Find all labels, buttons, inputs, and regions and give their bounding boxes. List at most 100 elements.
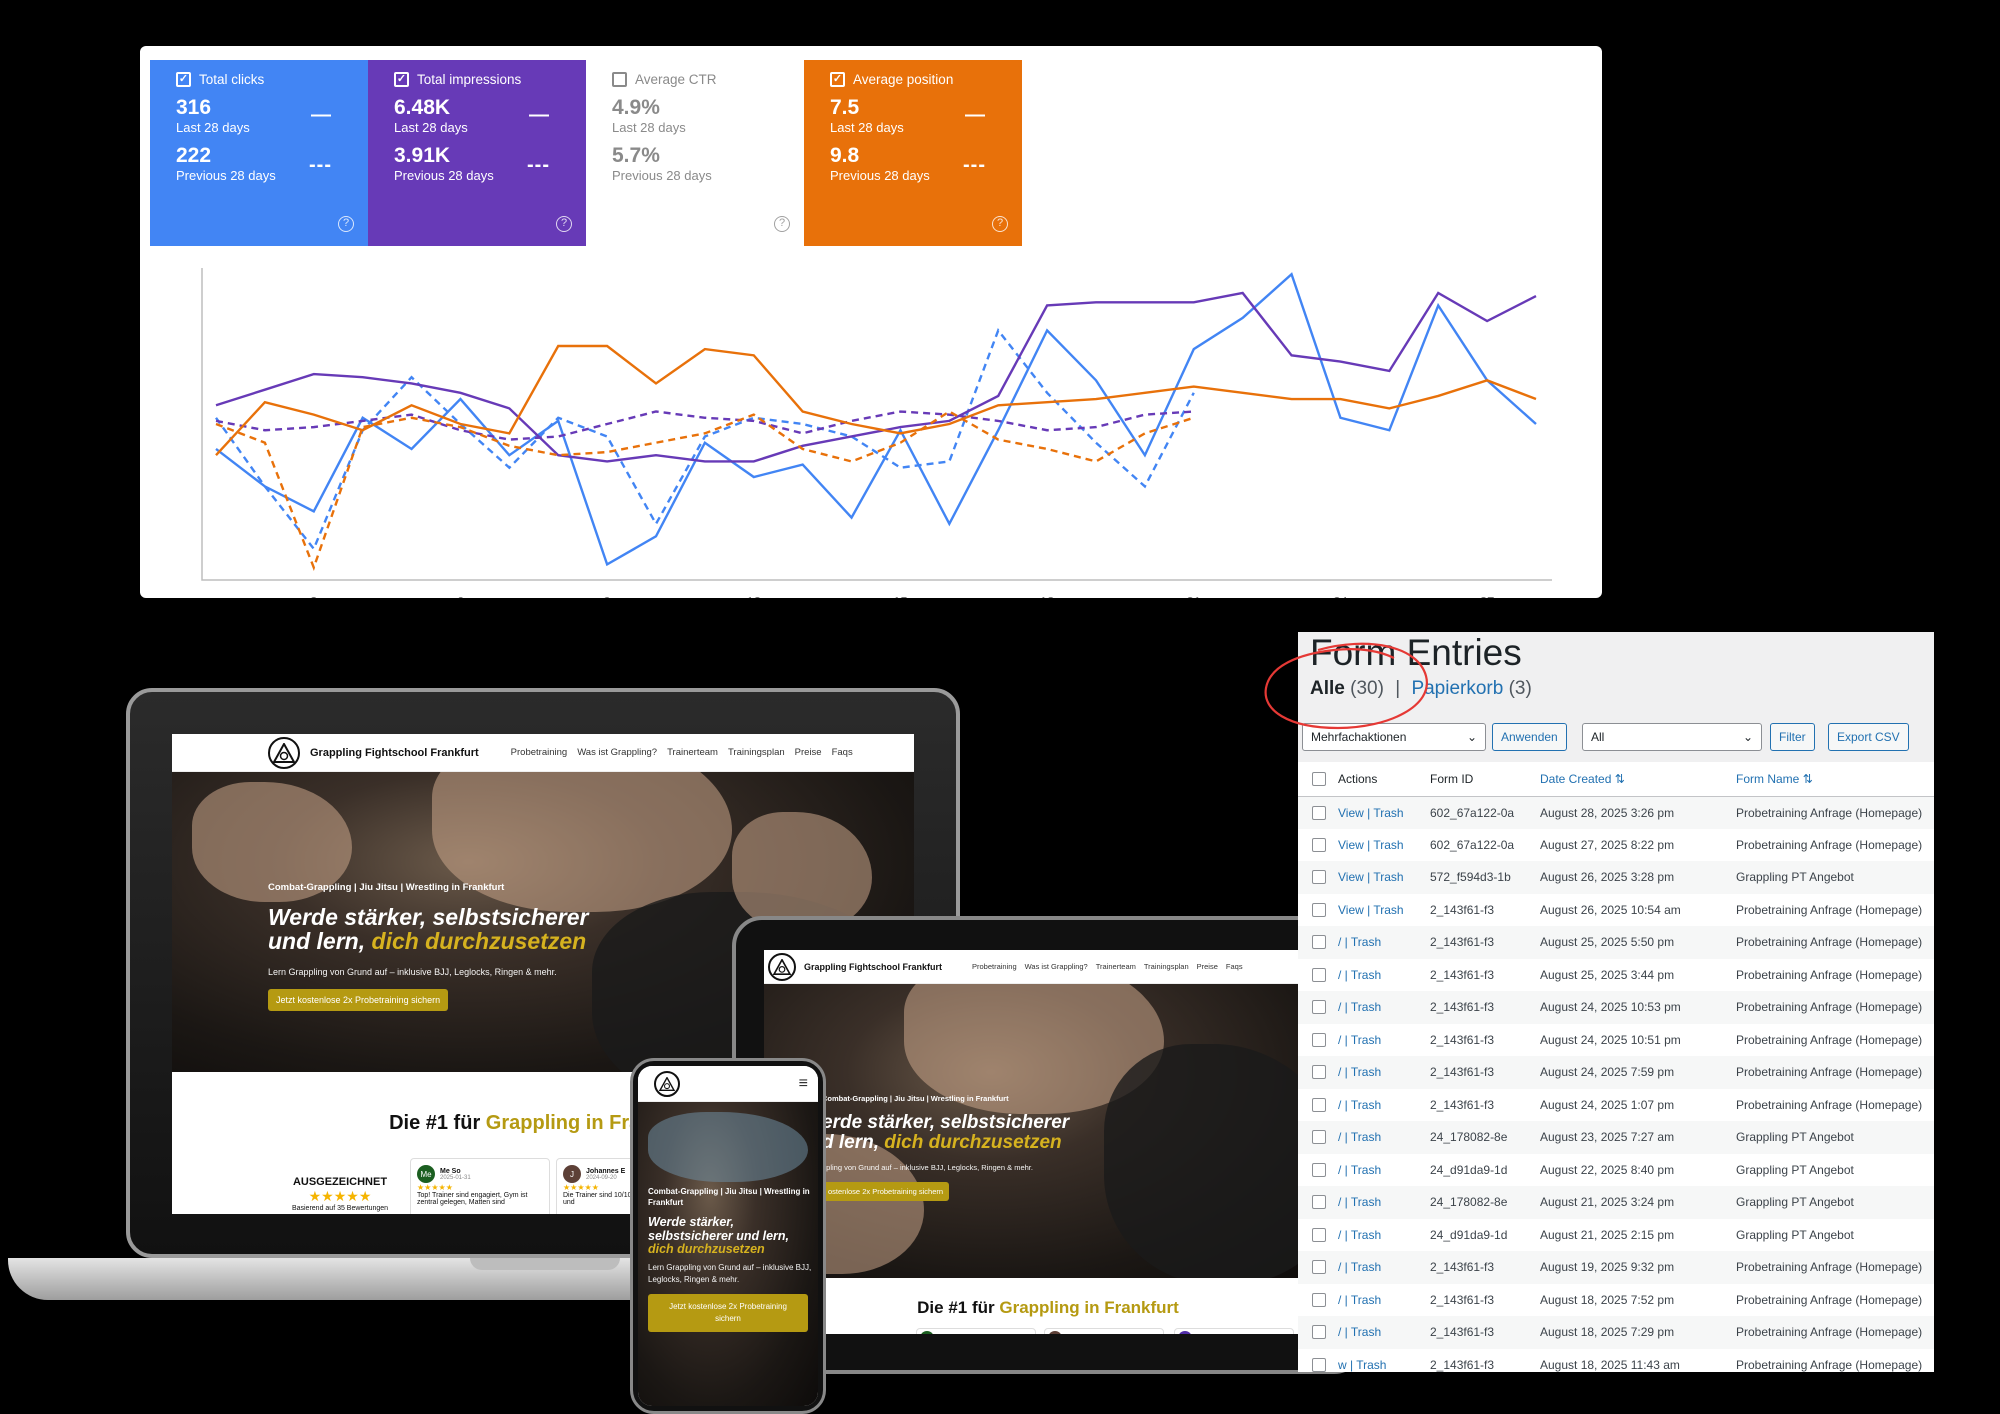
nav-link[interactable]: Trainingsplan [727, 747, 785, 758]
checkbox-checked-icon[interactable]: ✓ [830, 72, 845, 87]
form-id-cell: 2_143f61-f3 [1430, 1316, 1540, 1349]
help-icon[interactable]: ? [774, 216, 790, 232]
row-actions-links[interactable]: View | Trash [1338, 837, 1404, 852]
date-created-cell: August 24, 2025 1:07 pm [1540, 1097, 1675, 1112]
row-actions-links[interactable]: / | Trash [1338, 1097, 1382, 1112]
review-card[interactable]: J Johannes E [1044, 1328, 1164, 1334]
site-logo-icon[interactable] [654, 1070, 680, 1097]
page-title: Form Entries [1310, 632, 1522, 673]
metric-card-average-ctr[interactable]: Average CTR 4.9% Last 28 days 5.7% Previ… [586, 60, 804, 246]
row-actions-links[interactable]: / | Trash [1338, 967, 1382, 982]
row-checkbox[interactable] [1312, 1195, 1326, 1210]
row-checkbox[interactable] [1312, 1260, 1326, 1275]
row-actions-links[interactable]: / | Trash [1338, 1032, 1382, 1047]
award-subtitle: Basierend auf 35 Bewertungen [291, 1205, 389, 1212]
site-logo-icon[interactable] [268, 736, 300, 769]
row-checkbox[interactable] [1312, 1065, 1326, 1080]
site-brand[interactable]: Grappling Fightschool Frankfurt [804, 961, 942, 972]
nav-link[interactable]: Probetraining [972, 962, 1017, 971]
row-actions-links[interactable]: / | Trash [1338, 1292, 1382, 1307]
row-checkbox[interactable] [1312, 1032, 1326, 1047]
row-checkbox[interactable] [1312, 1130, 1326, 1145]
form-name-cell: Probetraining Anfrage (Homepage) [1736, 1251, 1934, 1284]
column-header-form-name[interactable]: Form Name ⇅ [1736, 762, 1934, 797]
row-actions-links[interactable]: / | Trash [1338, 1227, 1382, 1242]
row-checkbox[interactable] [1312, 837, 1326, 852]
checkbox-unchecked-icon[interactable] [612, 72, 627, 87]
hero-cta-button[interactable]: Jetzt kostenlose 2x Probetraining sicher… [648, 1293, 808, 1332]
star-rating-icon: ★★★★★ [308, 1188, 372, 1204]
column-header-date-created[interactable]: Date Created ⇅ [1540, 762, 1736, 797]
row-checkbox[interactable] [1312, 1097, 1326, 1112]
row-actions-links[interactable]: View | Trash [1338, 805, 1404, 820]
metric-current-period: Last 28 days [394, 120, 468, 135]
row-checkbox[interactable] [1312, 1227, 1326, 1242]
hero-cta-button[interactable]: Jetzt kostenlose 2x Probetraining sicher… [268, 989, 449, 1012]
metric-card-total-clicks[interactable]: ✓ Total clicks 316 Last 28 days 222 Previ… [150, 60, 368, 246]
metric-card-average-position[interactable]: ✓ Average position 7.5 Last 28 days 9.8 P… [804, 60, 1022, 246]
date-created-cell: August 26, 2025 3:28 pm [1540, 861, 1736, 894]
row-checkbox[interactable] [1312, 1357, 1326, 1372]
help-icon[interactable]: ? [556, 216, 572, 232]
form-name-cell: Probetraining Anfrage (Homepage) [1736, 1357, 1923, 1372]
export-csv-button[interactable]: Export CSV [1828, 723, 1909, 751]
x-tick-label: 24 [1333, 594, 1347, 598]
help-icon[interactable]: ? [992, 216, 1008, 232]
phone-website-screen: ≡ Combat-Grappling | Jiu Jitsu | Wrestli… [638, 1066, 818, 1406]
metric-card-total-impressions[interactable]: ✓ Total impressions 6.48K Last 28 days 3.… [368, 60, 586, 246]
row-actions-links[interactable]: w | Trash [1338, 1357, 1387, 1372]
hamburger-menu-icon[interactable]: ≡ [798, 1074, 808, 1092]
nav-link[interactable]: Trainerteam [667, 747, 718, 758]
row-checkbox[interactable] [1312, 1000, 1326, 1015]
checkbox-checked-icon[interactable]: ✓ [176, 72, 191, 87]
table-row: / | Trash 2_143f61-f3 August 18, 2025 7:52… [1298, 1284, 1934, 1317]
chart-axes [201, 268, 1552, 581]
nav-link[interactable]: Preise [1196, 962, 1218, 971]
checkbox-checked-icon[interactable]: ✓ [394, 72, 409, 87]
nav-link[interactable]: Trainerteam [1095, 962, 1136, 971]
row-checkbox[interactable] [1312, 870, 1326, 885]
row-checkbox[interactable] [1312, 902, 1326, 917]
row-actions-links[interactable]: / | Trash [1338, 1162, 1382, 1177]
row-actions-links[interactable]: / | Trash [1338, 935, 1382, 950]
help-icon[interactable]: ? [338, 216, 354, 232]
reviewer-name: Me So [440, 1167, 461, 1175]
filter-trash-link[interactable]: Papierkorb [1411, 678, 1504, 699]
nav-link[interactable]: Faqs [1225, 962, 1243, 971]
site-brand[interactable]: Grappling Fightschool Frankfurt [310, 746, 479, 759]
site-logo-icon[interactable] [768, 952, 796, 981]
filter-button[interactable]: Filter [1770, 723, 1815, 751]
nav-link[interactable]: Preise [794, 747, 822, 758]
row-actions-links[interactable]: / | Trash [1338, 1195, 1382, 1210]
row-actions-links[interactable]: / | Trash [1338, 1000, 1382, 1015]
row-checkbox[interactable] [1312, 1162, 1326, 1177]
nav-link[interactable]: Faqs [831, 747, 853, 758]
row-actions-links[interactable]: / | Trash [1338, 1325, 1382, 1340]
review-card[interactable]: Me Me So [916, 1328, 1036, 1334]
hero-tagline: Combat-Grappling | Jiu Jitsu | Wrestling… [268, 882, 505, 893]
row-actions-links[interactable]: / | Trash [1338, 1130, 1382, 1145]
form-filter-select[interactable]: All ⌄ [1582, 723, 1762, 751]
row-actions-links[interactable]: / | Trash [1338, 1260, 1382, 1275]
review-card[interactable]: a abdelmoumen abbas... [1174, 1328, 1294, 1334]
row-actions-links[interactable]: View | Trash [1338, 870, 1404, 885]
row-checkbox[interactable] [1312, 1325, 1326, 1340]
nav-link[interactable]: Was ist Grappling? [1024, 962, 1088, 971]
filter-all-link[interactable]: Alle [1310, 678, 1345, 699]
row-actions-links[interactable]: / | Trash [1338, 1065, 1382, 1080]
review-card[interactable]: Me Me So 2025-01-31 ★★★★★ Top! Trainer si… [410, 1158, 550, 1214]
row-checkbox[interactable] [1312, 967, 1326, 982]
row-checkbox[interactable] [1312, 1292, 1326, 1307]
table-row: w | Trash 2_143f61-f3 August 18, 2025 11:4… [1298, 1349, 1934, 1373]
row-checkbox[interactable] [1312, 935, 1326, 950]
hero-cta-button[interactable]: ostenlose 2x Probetraining sichern [822, 1181, 950, 1201]
row-checkbox[interactable] [1312, 805, 1326, 820]
nav-link[interactable]: Was ist Grappling? [577, 747, 658, 758]
select-all-checkbox[interactable] [1312, 771, 1326, 786]
nav-link[interactable]: Trainingsplan [1143, 962, 1189, 971]
form-name-cell: Probetraining Anfrage (Homepage) [1736, 1097, 1923, 1112]
row-actions-links[interactable]: View | Trash [1338, 902, 1404, 917]
nav-link[interactable]: Probetraining [510, 747, 568, 758]
apply-button[interactable]: Anwenden [1492, 723, 1567, 751]
metric-current-value: 4.9% [612, 96, 660, 119]
